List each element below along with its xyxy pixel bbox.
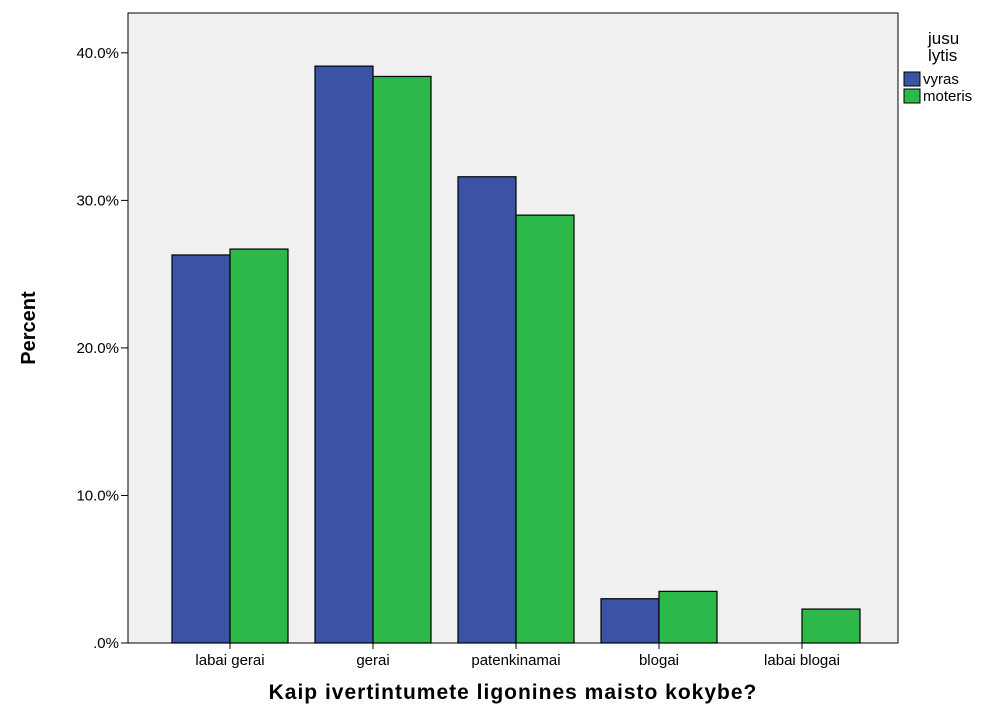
legend-label-moteris: moteris — [923, 88, 972, 105]
x-tick-label: gerai — [356, 652, 389, 669]
y-axis-title: Percent — [18, 291, 40, 365]
x-tick-label: blogai — [639, 652, 679, 669]
legend-title-line-1: jusu — [927, 29, 959, 48]
bar-vyras — [457, 176, 517, 644]
legend-swatch-moteris — [903, 88, 921, 104]
legend-title-line-2: lytis — [928, 46, 957, 65]
bar-vyras — [600, 598, 660, 644]
bar-vyras — [171, 254, 231, 644]
bar-moteris — [229, 248, 289, 644]
bar-moteris — [658, 590, 718, 644]
bar-vyras — [314, 65, 374, 644]
y-tick-label: 40.0% — [76, 45, 119, 62]
legend-swatch-vyras — [903, 71, 921, 87]
bar-moteris — [372, 75, 432, 644]
x-tick-label: labai gerai — [195, 652, 264, 669]
y-tick-label: .0% — [93, 635, 119, 652]
y-tick-label: 30.0% — [76, 192, 119, 209]
y-tick-label: 20.0% — [76, 340, 119, 357]
x-tick-label: labai blogai — [764, 652, 840, 669]
x-axis-title: Kaip ivertintumete ligonines maisto koky… — [269, 681, 758, 704]
x-tick-label: patenkinamai — [471, 652, 560, 669]
legend-label-vyras: vyras — [923, 71, 959, 88]
bar-moteris — [801, 608, 861, 644]
y-tick-label: 10.0% — [76, 487, 119, 504]
bar-moteris — [515, 214, 575, 644]
